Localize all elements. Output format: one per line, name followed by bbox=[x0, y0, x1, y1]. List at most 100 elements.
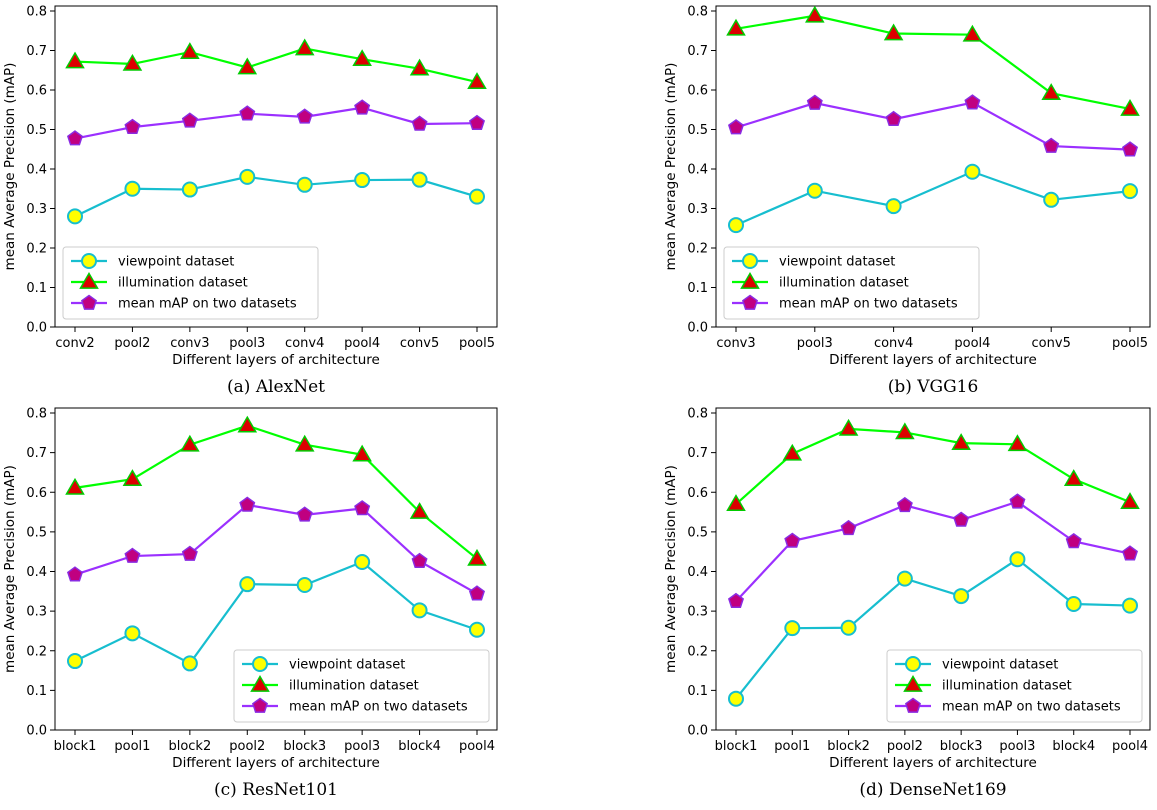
data-point bbox=[784, 620, 801, 637]
series-line bbox=[735, 557, 1131, 700]
data-point bbox=[411, 552, 428, 569]
data-point bbox=[885, 110, 902, 127]
data-point bbox=[180, 434, 200, 452]
y-tick-label: 0.8 bbox=[26, 5, 47, 20]
data-point bbox=[806, 182, 823, 199]
data-point bbox=[1121, 141, 1139, 157]
legend-marker bbox=[741, 294, 759, 310]
legend-box bbox=[723, 246, 980, 320]
series-viewpoint bbox=[67, 168, 485, 225]
x-tick-label: conv2 bbox=[55, 336, 94, 351]
x-axis-label: Different layers of architecture bbox=[829, 352, 1037, 368]
y-tick-label: 0.5 bbox=[26, 123, 47, 138]
legend-entry-illumination: illumination dataset bbox=[242, 675, 419, 694]
x-tick-label: pool4 bbox=[344, 336, 380, 351]
data-point bbox=[883, 23, 904, 41]
series-illumination bbox=[65, 38, 487, 89]
legend-marker bbox=[904, 697, 922, 713]
data-point bbox=[294, 434, 315, 452]
data-point bbox=[964, 163, 981, 180]
y-axis-label: mean Average Precision (mAP) bbox=[2, 63, 18, 271]
legend-marker bbox=[903, 675, 923, 692]
series-line bbox=[74, 106, 478, 140]
legend-marker bbox=[740, 272, 760, 289]
x-tick-label: pool3 bbox=[229, 336, 265, 351]
data-point bbox=[296, 176, 313, 193]
data-point bbox=[181, 112, 198, 128]
panel-caption: (b) VGG16 bbox=[888, 377, 979, 397]
data-point bbox=[67, 653, 83, 670]
chart-panel-4: 0.0 0.1 0.2 0.3 0.4 0.5 0.6 0.7 0.8 block1 pool1 bl… bbox=[663, 407, 1151, 800]
x-tick-label: pool5 bbox=[459, 336, 495, 351]
data-point bbox=[239, 496, 256, 512]
legend-box bbox=[886, 649, 1143, 723]
y-tick-label: 0.0 bbox=[26, 724, 47, 739]
series-line bbox=[74, 47, 478, 84]
data-point bbox=[124, 118, 141, 134]
plot-frame bbox=[715, 407, 1151, 731]
series-illumination bbox=[726, 5, 1140, 116]
data-point bbox=[1043, 191, 1060, 208]
data-point bbox=[352, 49, 372, 67]
x-tick-label: pool5 bbox=[1112, 336, 1148, 351]
y-tick-label: 0.1 bbox=[26, 281, 47, 296]
legend: viewpoint dataset illumination dataset mea… bbox=[723, 246, 980, 320]
data-point bbox=[1007, 434, 1028, 452]
series-line bbox=[74, 424, 478, 560]
legend: viewpoint dataset illumination dataset mea… bbox=[886, 649, 1143, 723]
y-tick-label: 0.3 bbox=[26, 605, 47, 620]
y-axis-label: mean Average Precision (mAP) bbox=[663, 465, 679, 673]
legend-marker bbox=[81, 253, 97, 269]
data-point bbox=[962, 24, 983, 42]
chart-panel-3: 0.0 0.1 0.2 0.3 0.4 0.5 0.6 0.7 0.8 block1 pool1 bl… bbox=[2, 407, 498, 800]
y-axis-label: mean Average Precision (mAP) bbox=[663, 63, 679, 271]
legend-label: viewpoint dataset bbox=[942, 658, 1058, 673]
series-line bbox=[74, 503, 478, 595]
data-point bbox=[239, 168, 256, 185]
y-tick-label: 0.4 bbox=[26, 163, 47, 178]
legend-entry-viewpoint: viewpoint dataset bbox=[895, 656, 1058, 673]
data-point bbox=[67, 208, 83, 225]
plot-frame bbox=[54, 5, 498, 328]
x-tick-label: conv3 bbox=[170, 336, 209, 351]
series-mean bbox=[727, 94, 1139, 157]
data-point bbox=[411, 115, 428, 131]
x-tick-label: pool4 bbox=[1112, 739, 1148, 754]
chart-panel-2: 0.0 0.1 0.2 0.3 0.4 0.5 0.6 0.7 0.8 conv3 pool3 con… bbox=[663, 5, 1151, 397]
x-tick-label: pool4 bbox=[954, 336, 990, 351]
y-tick-label: 0.6 bbox=[26, 486, 47, 501]
data-point bbox=[804, 5, 825, 23]
y-tick-label: 0.2 bbox=[687, 242, 708, 257]
legend-entry-viewpoint: viewpoint dataset bbox=[242, 656, 405, 673]
data-point bbox=[409, 58, 430, 76]
series-line bbox=[735, 101, 1131, 151]
data-point bbox=[411, 602, 428, 619]
data-point bbox=[354, 99, 371, 115]
legend-marker bbox=[79, 272, 99, 289]
data-point bbox=[469, 188, 485, 205]
x-axis-label: Different layers of architecture bbox=[172, 352, 380, 368]
data-point bbox=[1009, 551, 1026, 568]
y-tick-label: 0.5 bbox=[687, 123, 708, 138]
legend-box bbox=[233, 649, 490, 723]
data-point bbox=[296, 108, 313, 124]
y-tick-label: 0.4 bbox=[26, 565, 47, 580]
x-tick-label: block2 bbox=[827, 739, 870, 754]
x-tick-label: conv5 bbox=[1032, 336, 1071, 351]
plot-frame bbox=[54, 407, 498, 731]
legend-marker bbox=[905, 656, 921, 672]
data-point bbox=[895, 422, 915, 440]
x-tick-label: pool1 bbox=[774, 739, 810, 754]
series-mean bbox=[66, 99, 486, 146]
y-tick-label: 0.8 bbox=[26, 407, 47, 422]
data-point bbox=[65, 51, 85, 69]
data-point bbox=[181, 655, 198, 672]
data-point bbox=[411, 171, 428, 188]
plot-frame bbox=[715, 5, 1151, 328]
data-point bbox=[1065, 595, 1082, 612]
legend-entry-illumination: illumination dataset bbox=[732, 272, 909, 291]
y-tick-label: 0.3 bbox=[687, 202, 708, 217]
data-point bbox=[181, 545, 198, 561]
